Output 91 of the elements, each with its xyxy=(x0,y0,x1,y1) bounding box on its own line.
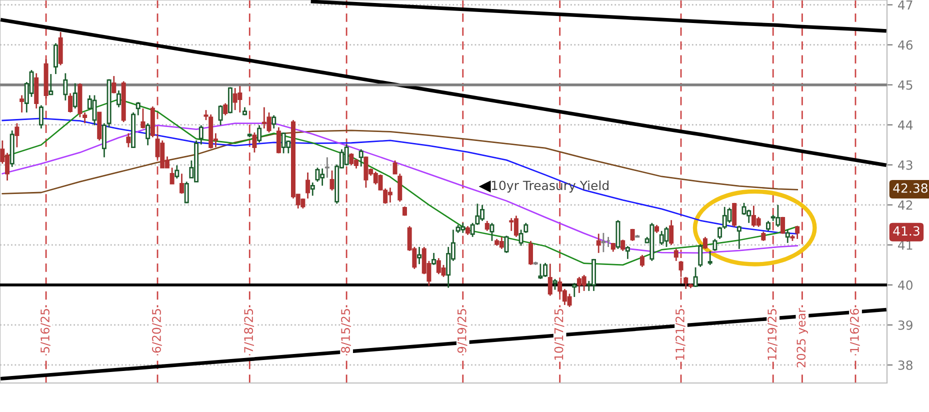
y-tick-label: 44 xyxy=(898,120,913,130)
x-tick-label: 10/17/25 xyxy=(554,309,564,360)
candlestick xyxy=(528,240,533,266)
candlestick xyxy=(732,202,737,228)
candlestick xyxy=(170,166,174,184)
candlestick xyxy=(53,42,58,75)
candlestick xyxy=(552,278,558,290)
y-tick-label: 45 xyxy=(898,80,912,90)
line-series xyxy=(310,0,886,33)
candlestick xyxy=(306,172,310,200)
x-tick-label: 1/16/26 xyxy=(850,308,860,352)
candlestick xyxy=(640,254,644,268)
candlestick xyxy=(218,104,223,126)
candlestick xyxy=(490,222,494,242)
candlestick xyxy=(417,246,422,265)
x-tick-label: 9/19/25 xyxy=(457,309,468,353)
candlestick xyxy=(620,239,626,252)
candlestick xyxy=(678,260,684,278)
candlestick xyxy=(572,282,577,298)
candlestick xyxy=(223,102,228,116)
x-tick-label: 5/16/25 xyxy=(40,309,50,353)
candlestick xyxy=(548,263,552,296)
candlestick xyxy=(702,236,708,250)
candlestick xyxy=(174,164,180,180)
candlestick xyxy=(68,92,73,114)
candlestick xyxy=(712,238,718,252)
candlestick xyxy=(736,225,742,250)
candlestick xyxy=(14,122,20,148)
candlestick xyxy=(146,122,150,146)
candlestick xyxy=(180,172,184,194)
candlestick xyxy=(252,132,257,154)
candlestick xyxy=(625,245,630,260)
candlestick xyxy=(272,114,276,130)
candlestick xyxy=(48,73,54,96)
candlestick xyxy=(524,222,528,234)
candlestick xyxy=(601,232,606,253)
candlestick xyxy=(766,220,770,232)
candlestick xyxy=(698,243,703,268)
candlestick xyxy=(82,112,88,124)
candlestick xyxy=(184,181,189,204)
x-tick-label: 7/18/25 xyxy=(244,309,254,353)
text: 42.38 xyxy=(893,183,928,193)
candlestick xyxy=(693,266,698,288)
candlestick xyxy=(198,124,204,146)
candlestick xyxy=(63,72,68,102)
y-tick-label: 38 xyxy=(898,360,912,370)
x-tick-label: 11/21/25 xyxy=(676,309,686,360)
candlestick xyxy=(38,104,44,130)
candlestick xyxy=(20,94,24,114)
candlestick xyxy=(518,229,524,246)
candlestick xyxy=(126,132,131,148)
candlestick xyxy=(630,228,635,242)
candlestick xyxy=(324,156,330,178)
candlestick xyxy=(358,148,364,168)
candlestick xyxy=(276,126,281,154)
candlestick xyxy=(761,231,766,242)
candlestick xyxy=(330,170,334,192)
candlestick xyxy=(785,229,790,244)
candlestick xyxy=(484,220,490,232)
candlestick xyxy=(257,124,262,144)
y-tick-label: 39 xyxy=(898,320,912,330)
candlestick xyxy=(596,233,601,254)
text: 41.3 xyxy=(893,226,920,236)
candlestick xyxy=(102,122,106,158)
line-series xyxy=(2,130,798,194)
x-tick-label: 12/19/25 xyxy=(768,309,778,360)
candlestick xyxy=(72,82,78,110)
x-tick-label: 2025 year xyxy=(796,308,808,368)
candlestick xyxy=(432,252,436,266)
y-tick-label: 46 xyxy=(898,40,913,50)
y-tick-label: 42 xyxy=(898,200,912,210)
candlestick xyxy=(310,182,315,196)
y-tick-label: 40 xyxy=(898,280,912,290)
candlestick xyxy=(504,235,509,254)
line-series xyxy=(0,18,886,167)
y-tick-label: 41 xyxy=(898,240,912,250)
x-tick-label: 8/15/25 xyxy=(341,309,351,353)
candlestick xyxy=(112,75,116,94)
candlestick xyxy=(136,101,140,116)
candlestick xyxy=(684,276,688,290)
candlestick xyxy=(718,226,722,240)
candlestick xyxy=(669,219,674,246)
candlestick xyxy=(140,108,146,130)
candlestick xyxy=(795,225,800,240)
x-tick-label: 6/20/25 xyxy=(152,309,162,353)
annotation: 10yr Treasury Yield xyxy=(492,180,608,193)
candlestick xyxy=(674,248,678,262)
y-tick-label: 43 xyxy=(898,160,912,170)
candlestick xyxy=(116,90,121,108)
candlestick xyxy=(708,250,712,266)
y-tick-label: 47 xyxy=(898,0,912,10)
